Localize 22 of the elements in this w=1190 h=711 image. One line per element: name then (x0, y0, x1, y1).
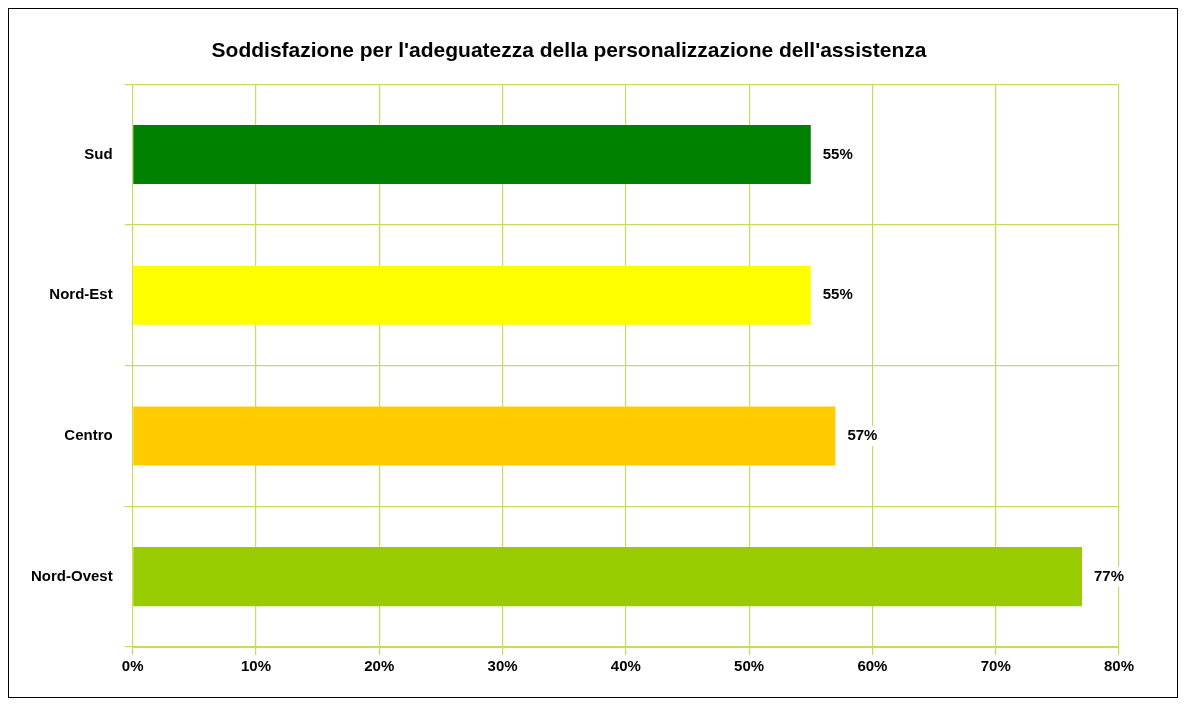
x-tick-label: 0% (121, 657, 144, 675)
x-tick-label: 30% (487, 657, 518, 675)
data-label: 55% (822, 285, 853, 303)
x-tick-label: 80% (1103, 657, 1135, 675)
bar (133, 125, 811, 185)
x-tick-label: 10% (240, 657, 271, 675)
x-tick-label: 50% (734, 657, 765, 675)
bar (133, 547, 1083, 607)
data-label: 55% (822, 144, 853, 162)
y-tick-label: Sud (84, 144, 113, 162)
data-label: 77% (1094, 566, 1125, 584)
chart-title: Soddisfazione per l'adeguatezza della personalizzazione dell'assistenza (211, 38, 927, 62)
y-tick-label: Nord-Est (49, 285, 113, 303)
x-tick-label: 20% (364, 657, 395, 675)
y-tick-label: Centro (64, 426, 113, 444)
x-tick-label: 60% (857, 657, 888, 675)
bar (133, 406, 836, 466)
x-tick-label: 40% (610, 657, 641, 675)
y-tick-label: Nord-Ovest (30, 566, 113, 584)
bar (133, 265, 811, 325)
x-tick-label: 70% (980, 657, 1011, 675)
data-label: 57% (847, 426, 878, 444)
